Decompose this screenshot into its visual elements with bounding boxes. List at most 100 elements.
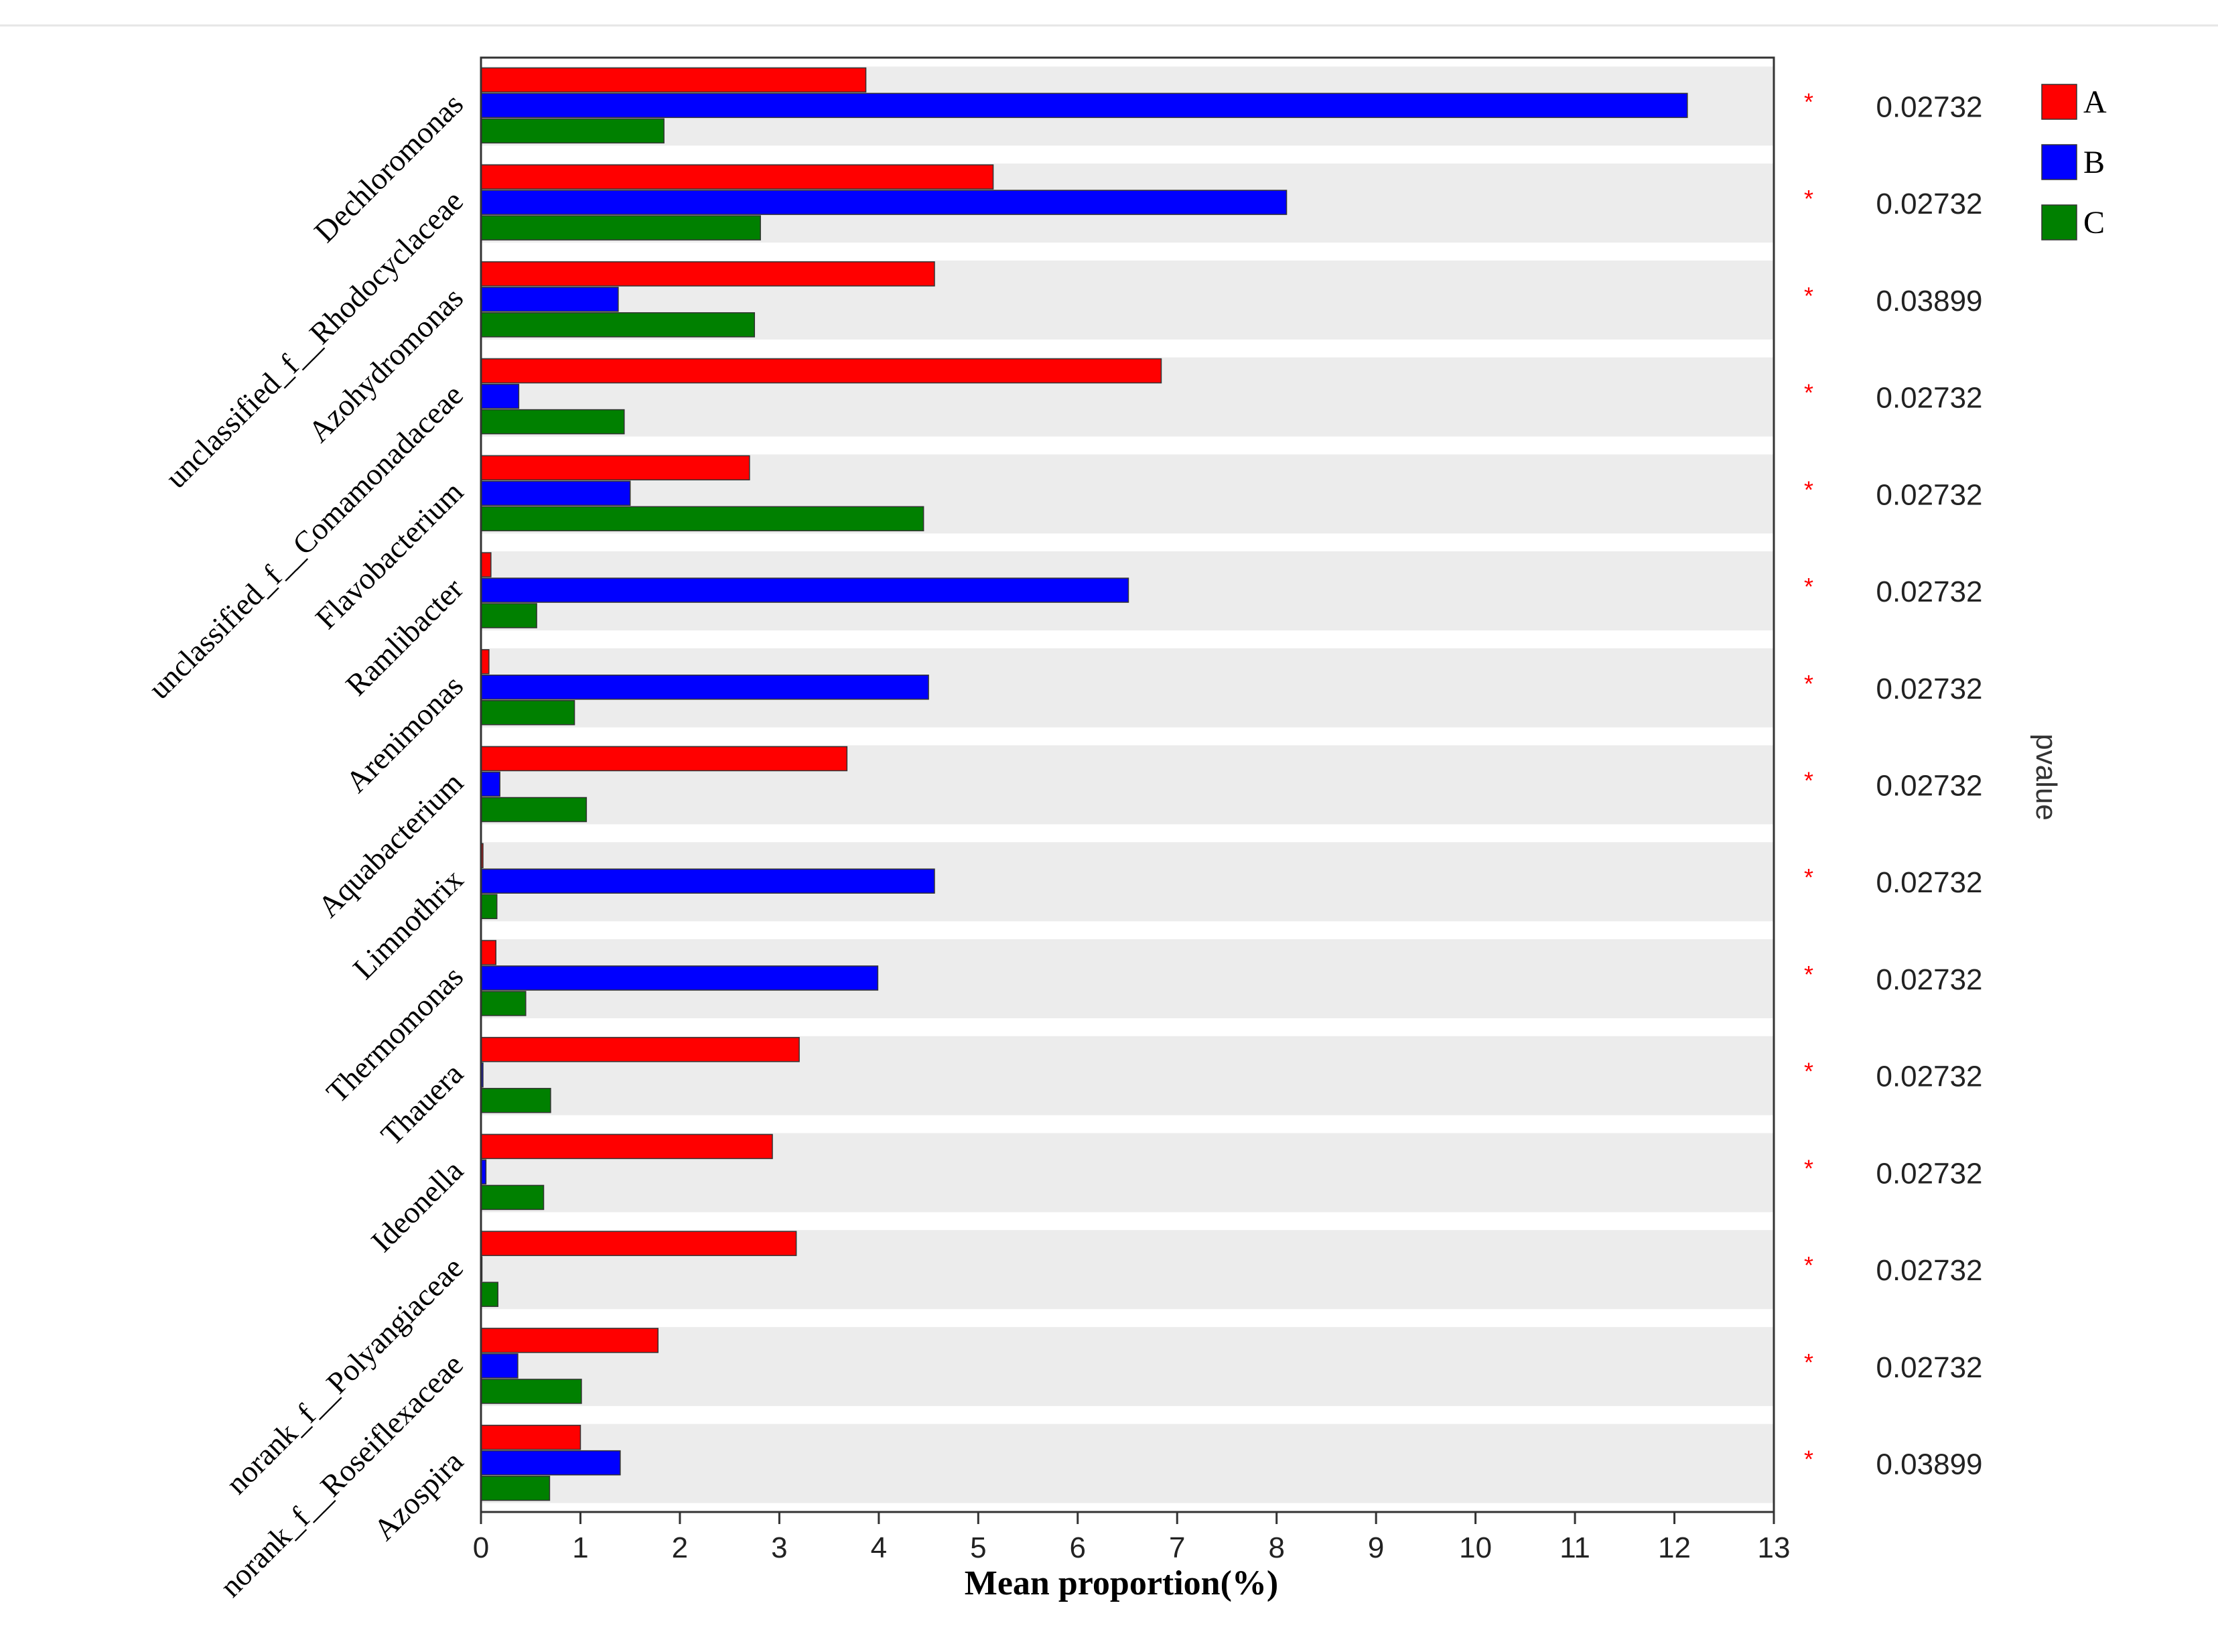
bar-c: [480, 1184, 545, 1211]
bar-b: [480, 577, 1129, 603]
significance-star: *: [1804, 379, 1813, 407]
x-tick-label: 2: [672, 1531, 688, 1564]
bar-c: [480, 1379, 582, 1404]
category-label: Thauera: [374, 1056, 470, 1152]
legend-label: C: [2083, 205, 2105, 240]
significance-star: *: [1804, 1154, 1813, 1182]
legend: ABC: [2041, 84, 2107, 240]
pvalue-column: * 0.02732 * 0.02732 * 0.03899 * 0.02732 * 0.02732…: [1804, 88, 1983, 1481]
significance-star: *: [1804, 476, 1813, 503]
significance-star: *: [1804, 864, 1813, 891]
significance-star: *: [1804, 185, 1813, 212]
bar-b: [480, 675, 929, 700]
bar-c: [480, 1087, 551, 1113]
pvalue-text: 0.02732: [1876, 1157, 1982, 1190]
bar-b: [480, 868, 935, 894]
bar-b: [480, 383, 520, 409]
significance-star: *: [1804, 1349, 1813, 1376]
bar-c: [480, 894, 498, 919]
x-tick-label: 13: [1758, 1531, 1791, 1564]
bar-a: [480, 1133, 773, 1160]
pvalue-axis-title: pvalue: [2030, 734, 2063, 821]
row-band: [481, 1326, 1774, 1406]
x-tick-label: 12: [1658, 1531, 1691, 1564]
legend-swatch-b: [2041, 144, 2077, 180]
x-tick-label: 11: [1559, 1531, 1590, 1564]
bar-c: [480, 1475, 551, 1501]
bar-b: [480, 287, 619, 312]
bar-a: [480, 67, 867, 93]
bar-a: [480, 1328, 659, 1353]
bar-a: [480, 940, 497, 965]
bar-a: [480, 455, 750, 481]
pvalue-text: 0.02732: [1876, 90, 1982, 123]
x-axis: 0 1 2 3 4 5 6 7 8 9 10 11 12 13: [473, 1511, 1791, 1564]
pvalue-text: 0.02732: [1876, 382, 1982, 415]
x-tick-label: 9: [1368, 1531, 1384, 1564]
significance-star: *: [1804, 282, 1813, 309]
significance-star: *: [1804, 573, 1813, 600]
bar-c: [480, 700, 575, 726]
bar-c: [480, 118, 665, 144]
significance-star: *: [1804, 670, 1813, 697]
category-labels: Dechloromonasunclassified_f__Rhodocyclac…: [142, 86, 470, 1603]
bar-c: [480, 215, 761, 240]
row-band: [481, 1424, 1774, 1503]
bar-b: [480, 1353, 518, 1379]
pvalue-text: 0.02732: [1876, 575, 1982, 608]
pvalue-text: 0.02732: [1876, 1060, 1982, 1093]
pvalue-text: 0.02732: [1876, 673, 1982, 705]
bar-b: [480, 92, 1688, 119]
significance-star: *: [1804, 88, 1813, 115]
bar-a: [480, 649, 490, 675]
legend-swatch-a: [2041, 84, 2077, 120]
pvalue-text: 0.02732: [1876, 1254, 1982, 1287]
x-tick-label: 6: [1070, 1531, 1086, 1564]
bar-c: [480, 797, 587, 823]
category-label: Azospira: [367, 1444, 470, 1547]
legend-swatch-c: [2041, 204, 2077, 240]
pvalue-text: 0.02732: [1876, 478, 1982, 511]
bar-a: [480, 1036, 800, 1062]
pvalue-text: 0.02732: [1876, 866, 1982, 899]
x-tick-label: 5: [970, 1531, 986, 1564]
x-tick-label: 8: [1268, 1531, 1284, 1564]
bar-c: [480, 991, 527, 1016]
x-axis-title: Mean proportion(%): [965, 1564, 1278, 1602]
x-tick-label: 3: [771, 1531, 787, 1564]
bar-a: [480, 746, 848, 772]
bar-b: [480, 1450, 621, 1476]
bar-c: [480, 1282, 498, 1307]
category-label: Ideonella: [364, 1153, 470, 1258]
bar-c: [480, 506, 924, 532]
bar-c: [480, 409, 625, 435]
x-tick-label: 7: [1169, 1531, 1185, 1564]
bar-a: [480, 552, 492, 577]
x-tick-label: 10: [1459, 1531, 1492, 1564]
pvalue-text: 0.02732: [1876, 770, 1982, 803]
bar-b: [480, 190, 1288, 215]
significance-star: *: [1804, 1446, 1813, 1473]
bar-b: [480, 480, 631, 506]
bar-a: [480, 1424, 581, 1450]
bar-a: [480, 164, 994, 190]
bar-b: [480, 965, 879, 991]
legend-label: B: [2083, 145, 2105, 180]
bar-a: [480, 358, 1162, 384]
bar-c: [480, 312, 756, 338]
legend-label: A: [2083, 84, 2107, 120]
significance-star: *: [1804, 1251, 1813, 1279]
bar-a: [480, 1231, 797, 1256]
significance-star: *: [1804, 961, 1813, 988]
bar-c: [480, 603, 537, 628]
x-tick-label: 0: [473, 1531, 489, 1564]
bar-b: [480, 771, 500, 797]
bar-a: [480, 261, 935, 287]
pvalue-text: 0.03899: [1876, 1448, 1982, 1481]
significance-star: *: [1804, 1058, 1813, 1085]
pvalue-text: 0.03899: [1876, 285, 1982, 318]
pvalue-text: 0.02732: [1876, 188, 1982, 220]
pvalue-text: 0.02732: [1876, 1351, 1982, 1384]
bars: [480, 67, 1688, 1501]
